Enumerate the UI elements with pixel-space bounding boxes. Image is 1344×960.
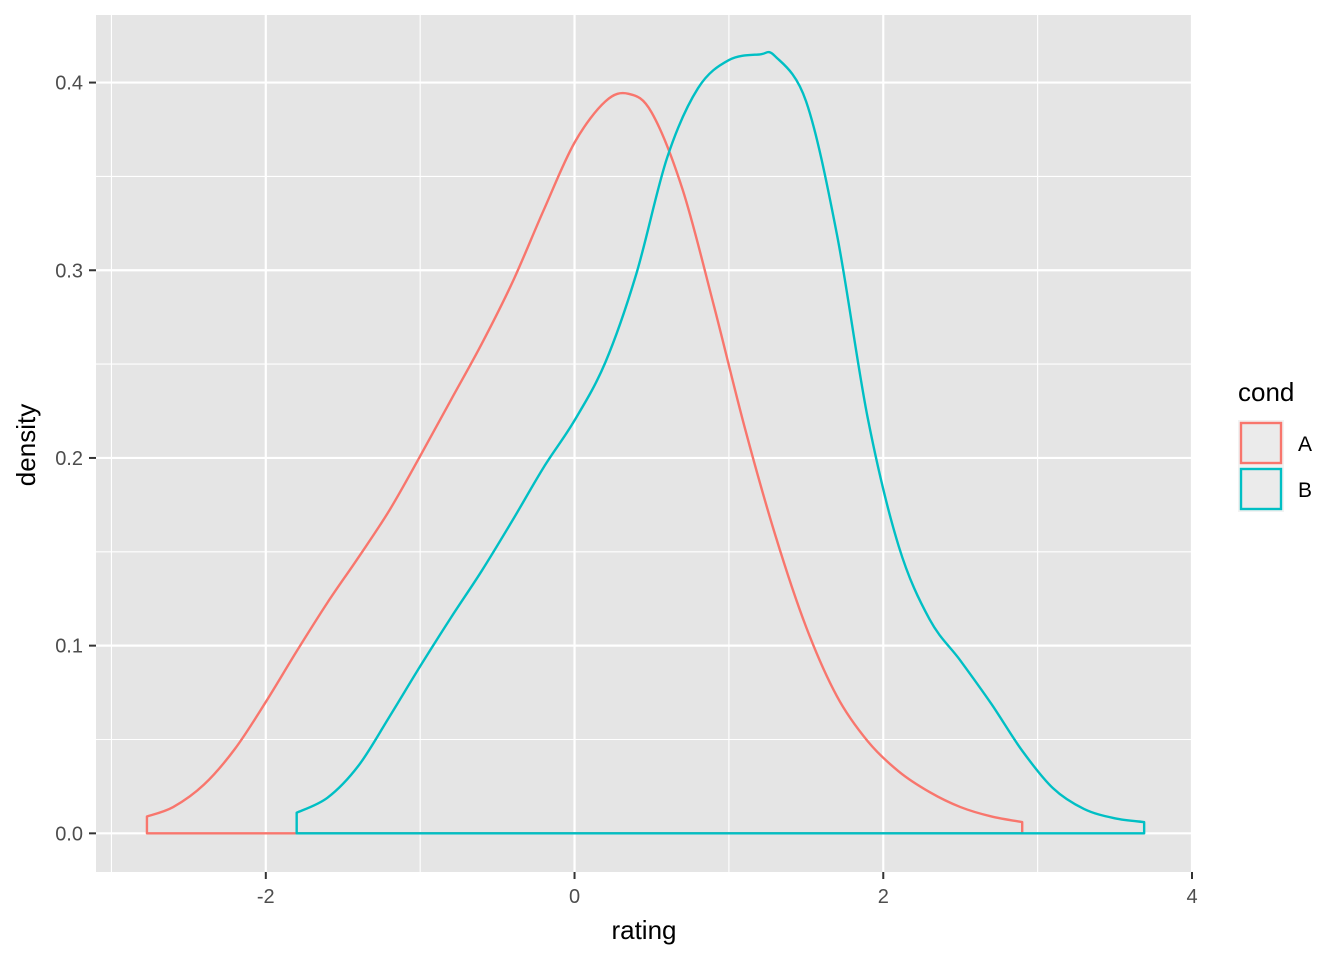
y-axis: 0.0 0.1 0.2 0.3 0.4 [55,73,96,845]
legend-label-A: A [1298,433,1312,456]
x-tick-label: 0 [569,886,580,908]
x-tick-label: -2 [257,886,275,908]
legend-key-A [1239,421,1283,465]
legend-title: cond [1238,377,1294,407]
density-curve-A [145,91,1024,835]
y-axis-title: density [11,404,41,486]
legend-key-B [1239,467,1283,511]
density-curve-B [295,50,1146,835]
plot-panel [96,15,1192,872]
legend: cond AB [1238,377,1312,512]
x-tick-label: 2 [878,886,889,908]
y-tick-label: 0.0 [55,823,83,845]
legend-label-B: B [1298,479,1312,502]
y-tick-label: 0.4 [55,73,83,95]
y-tick-label: 0.2 [55,448,83,470]
y-tick-label: 0.3 [55,260,83,282]
series-layer [145,50,1146,835]
y-tick-label: 0.1 [55,636,83,658]
x-axis: -2 0 2 4 [257,872,1198,908]
grid-minor [96,15,1192,872]
x-tick-label: 4 [1186,886,1197,908]
x-axis-title: rating [611,915,676,945]
